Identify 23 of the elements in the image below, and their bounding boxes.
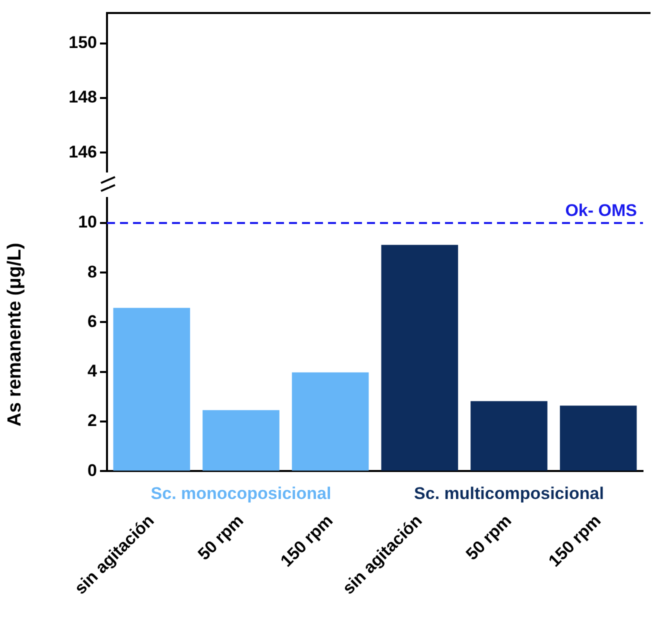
y-tick-label: 8 (88, 262, 97, 282)
y-tick-label: 6 (88, 312, 97, 331)
y-tick-label: 150 (68, 32, 97, 52)
x-tick-label: 150 rpm (544, 511, 604, 571)
bar (470, 401, 548, 471)
bar (381, 244, 458, 471)
y-tick-label: 10 (78, 212, 97, 232)
bar (292, 372, 369, 471)
bar (202, 410, 280, 471)
x-tick-label: 50 rpm (194, 511, 248, 564)
x-tick-label: 50 rpm (462, 511, 516, 564)
series-label: Sc. multicomposicional (414, 484, 604, 503)
y-tick-label: 0 (88, 460, 97, 480)
bar (113, 308, 190, 471)
series-label: Sc. monocoposicional (150, 484, 332, 503)
ref-line-label: Ok- OMS (565, 201, 637, 220)
bar (560, 406, 637, 471)
y-tick-label: 4 (88, 362, 98, 381)
y-tick-label: 2 (88, 411, 97, 430)
y-tick-label: 148 (68, 88, 97, 107)
y-tick-label: 146 (68, 142, 97, 162)
x-tick-label: 150 rpm (276, 511, 336, 571)
y-axis-title: As remanente (μg/L) (4, 242, 26, 427)
